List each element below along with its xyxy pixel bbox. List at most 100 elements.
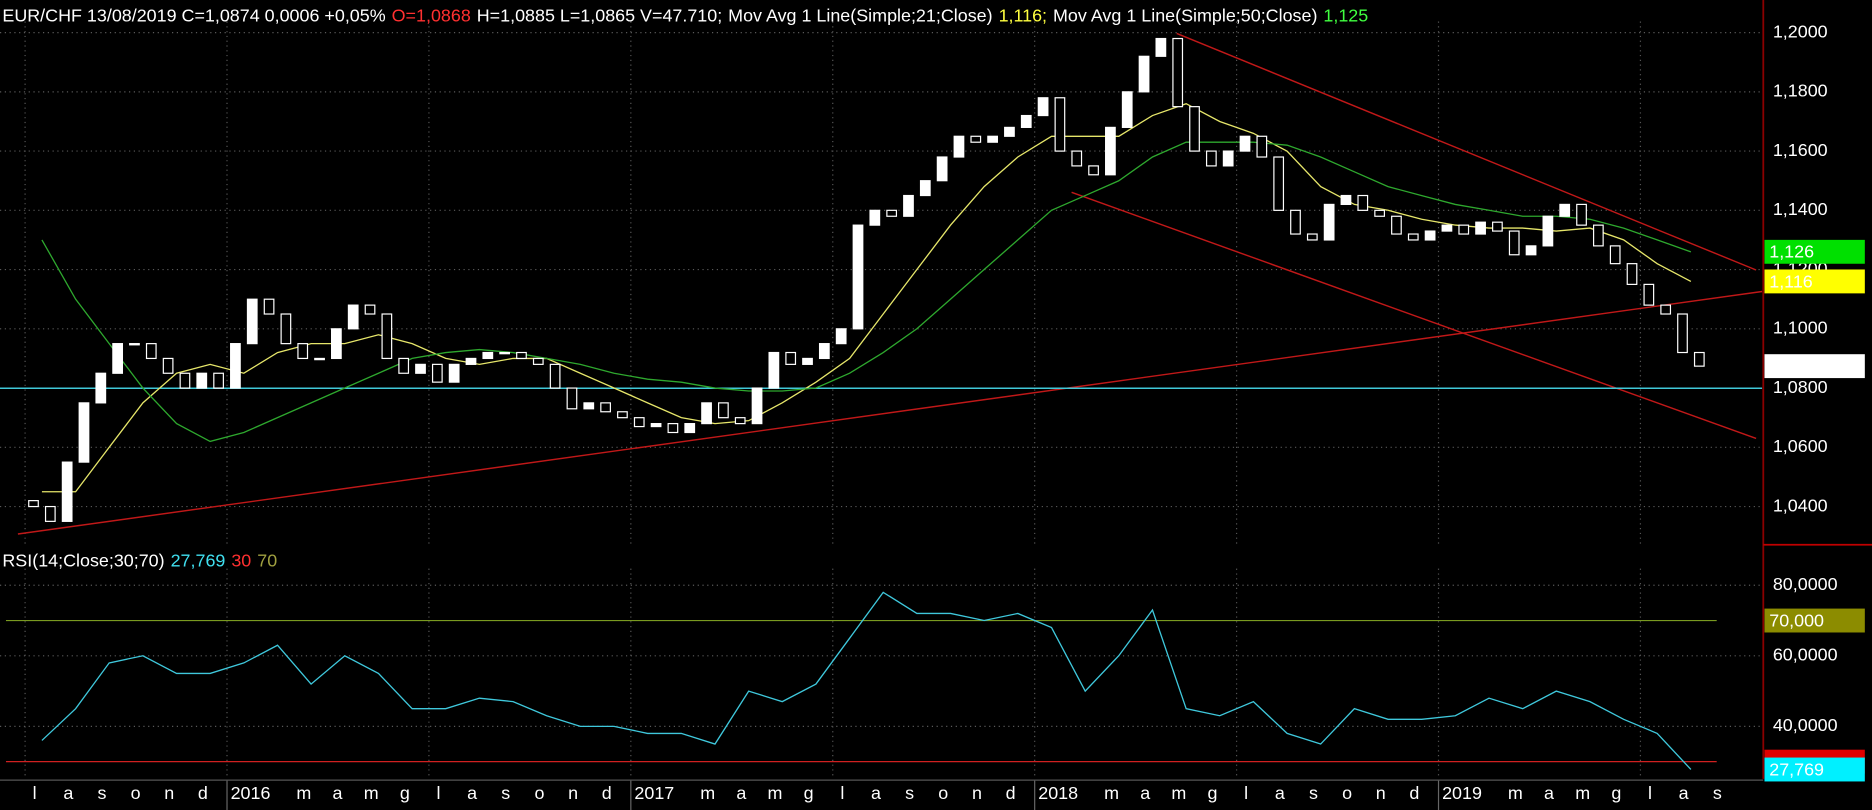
candle	[987, 135, 998, 143]
candle	[78, 402, 90, 463]
candle	[129, 343, 140, 346]
y-tick-label: 40,0000	[1773, 715, 1838, 735]
header-segment: 30	[231, 550, 251, 570]
candle	[1525, 245, 1537, 256]
value-box	[1764, 239, 1865, 264]
candle	[1374, 209, 1385, 217]
candle	[1407, 233, 1419, 241]
candle	[179, 372, 191, 389]
value-box-label: 27,769	[1769, 759, 1824, 779]
candle	[852, 224, 864, 330]
trend-line	[1071, 191, 1757, 440]
candle	[246, 298, 258, 345]
candle	[1677, 313, 1688, 354]
x-year-label: 2018	[1038, 783, 1078, 803]
value-box-label: 1,0874	[1769, 356, 1824, 376]
candle	[1256, 135, 1268, 158]
x-month-label: n	[972, 783, 982, 803]
x-month-label: o	[534, 783, 544, 803]
grid	[0, 21, 1763, 810]
candle	[1609, 245, 1621, 265]
labels: l a s o n d 2016 m a m g l a s o n d 2017 m a m g l a s o n d 2018 m a…	[2, 5, 1865, 803]
header-segment: 1,116;	[999, 5, 1047, 25]
candle	[1088, 165, 1099, 176]
candle	[549, 363, 561, 389]
candle	[196, 372, 208, 389]
x-month-label: n	[1376, 783, 1386, 803]
candle	[532, 357, 544, 365]
x-month-label: a	[871, 783, 881, 803]
value-box-label: 70,000	[1769, 610, 1824, 630]
y-tick-label: 1,1000	[1773, 318, 1828, 338]
candle	[1290, 209, 1301, 235]
panel-header: RSI(14;Close;30;70) 27,769 30 70	[2, 550, 277, 570]
candle	[1424, 230, 1436, 241]
x-month-label: m	[1575, 783, 1590, 803]
candle	[936, 156, 948, 182]
candle	[903, 194, 914, 217]
x-month-label: l	[33, 783, 37, 803]
x-month-label: a	[467, 783, 477, 803]
candle	[1441, 224, 1453, 232]
header-segment: RSI(14;Close;30;70)	[2, 550, 164, 570]
candle	[1037, 97, 1049, 117]
x-year-label: 2017	[634, 783, 674, 803]
x-month-label: o	[1342, 783, 1352, 803]
candle	[701, 402, 712, 425]
x-month-label: d	[198, 783, 208, 803]
header-segment: Mov Avg 1 Line(Simple;21;Close)	[728, 5, 992, 25]
candle	[1592, 224, 1604, 247]
candle	[1492, 221, 1503, 232]
x-year-label: 2016	[231, 783, 271, 803]
candle	[650, 423, 662, 428]
value-box	[1764, 269, 1865, 294]
candle	[1323, 203, 1335, 241]
header-segment: H=1,0885 L=1,0865 V=47.710;	[477, 5, 722, 25]
header-segment: EUR/CHF 13/08/2019 C=1,0874 0,0006 +0,05…	[2, 5, 385, 25]
candle	[802, 357, 813, 365]
candle	[314, 357, 325, 361]
candle	[818, 343, 830, 360]
candle	[919, 180, 931, 197]
x-month-label: a	[1679, 783, 1689, 803]
x-month-label: a	[63, 783, 73, 803]
candle	[566, 387, 578, 410]
candle	[1475, 221, 1486, 235]
y-tick-label: 1,1600	[1773, 140, 1828, 160]
candle	[448, 363, 460, 383]
x-month-label: m	[700, 783, 715, 803]
candle	[297, 343, 309, 360]
header-segment: 1,125	[1323, 5, 1368, 25]
candle	[751, 387, 763, 425]
y-tick-label: 60,0000	[1773, 645, 1838, 665]
candle	[1508, 230, 1520, 256]
candle	[112, 343, 124, 374]
candle	[1542, 215, 1554, 247]
candle	[1273, 156, 1285, 211]
candle	[1626, 263, 1638, 285]
x-month-label: m	[364, 783, 379, 803]
candle	[381, 313, 393, 360]
x-year-label: 2019	[1442, 783, 1482, 803]
y-tick-label: 80,0000	[1773, 574, 1838, 594]
candle	[1189, 106, 1200, 152]
x-month-label: m	[1508, 783, 1523, 803]
candle	[835, 328, 847, 345]
header-segment: Mov Avg 1 Line(Simple;50;Close)	[1053, 5, 1317, 25]
candle	[145, 343, 157, 360]
candle	[398, 357, 410, 374]
candle	[162, 357, 174, 374]
y-tick-label: 1,2000	[1773, 21, 1828, 41]
candle	[44, 505, 56, 522]
x-month-label: a	[333, 783, 343, 803]
x-month-label: d	[1006, 783, 1016, 803]
y-tick-label: 1,0800	[1773, 377, 1828, 397]
candle	[347, 304, 359, 330]
candle	[499, 351, 511, 355]
x-month-label: a	[1544, 783, 1554, 803]
candle	[482, 351, 494, 360]
x-month-label: m	[1104, 783, 1119, 803]
x-month-label: l	[436, 783, 440, 803]
candle	[1172, 37, 1184, 108]
candle	[1458, 224, 1470, 235]
